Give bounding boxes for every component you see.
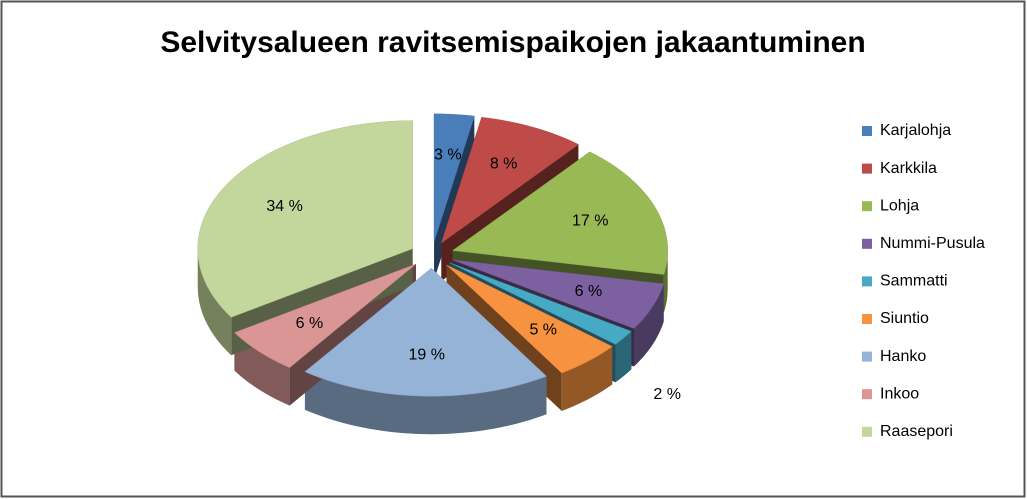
data-label: 3 %: [434, 146, 462, 163]
slice-side: [663, 250, 668, 313]
legend-label: Karjalohja: [880, 122, 951, 139]
legend-swatch: [862, 351, 872, 362]
legend-label: Siuntio: [880, 310, 929, 327]
slice: [197, 120, 413, 318]
legend-label: Lohja: [880, 197, 919, 214]
legend-swatch: [862, 201, 872, 212]
legend-swatch: [862, 126, 872, 136]
legend-swatch: [862, 163, 872, 174]
legend-label: Inkoo: [880, 385, 919, 402]
legend-label: Karkkila: [880, 160, 937, 177]
slice-side: [304, 371, 547, 435]
slice: [452, 259, 664, 329]
data-label: 6 %: [296, 315, 324, 332]
legend-label: Raasepori: [880, 423, 953, 440]
legend-swatch: [862, 238, 872, 249]
slice-side: [561, 346, 613, 411]
slice: [233, 263, 417, 368]
legend-swatch: [862, 389, 872, 400]
slice: [440, 117, 579, 244]
slice-side: [234, 332, 290, 406]
slice: [433, 113, 475, 242]
chart-title: Selvitysalueen ravitsemispaikojen jakaan…: [160, 26, 865, 59]
data-label: 2 %: [653, 386, 681, 403]
slice: [304, 267, 547, 397]
slice-side: [615, 331, 632, 383]
legend: Karjalohja Karkkila Lohja Nummi-Pusula Samma…: [862, 122, 985, 440]
legend-swatch: [862, 314, 872, 324]
legend-label: Sammatti: [880, 273, 948, 290]
legend-label: Hanko: [880, 348, 926, 365]
data-label: 17 %: [572, 212, 608, 229]
data-label: 34 %: [266, 198, 302, 215]
legend-swatch: [862, 276, 872, 287]
data-labels: 3 % 8 % 17 % 6 % 2 % 5 % 19 % 6 % 34 %: [266, 146, 681, 403]
pie: 3 % 8 % 17 % 6 % 2 % 5 % 19 % 6 % 34 %: [197, 113, 681, 435]
legend-label: Nummi-Pusula: [880, 235, 985, 252]
slice-side: [197, 248, 232, 356]
data-label: 8 %: [490, 156, 518, 173]
slice-side: [633, 283, 664, 367]
legend-swatch: [862, 426, 872, 437]
slice: [452, 151, 668, 275]
data-label: 6 %: [575, 283, 603, 300]
data-label: 5 %: [529, 321, 557, 338]
slice: [449, 262, 632, 345]
slice-tops: [197, 113, 668, 397]
slice: [446, 264, 613, 374]
data-label: 19 %: [408, 346, 444, 363]
